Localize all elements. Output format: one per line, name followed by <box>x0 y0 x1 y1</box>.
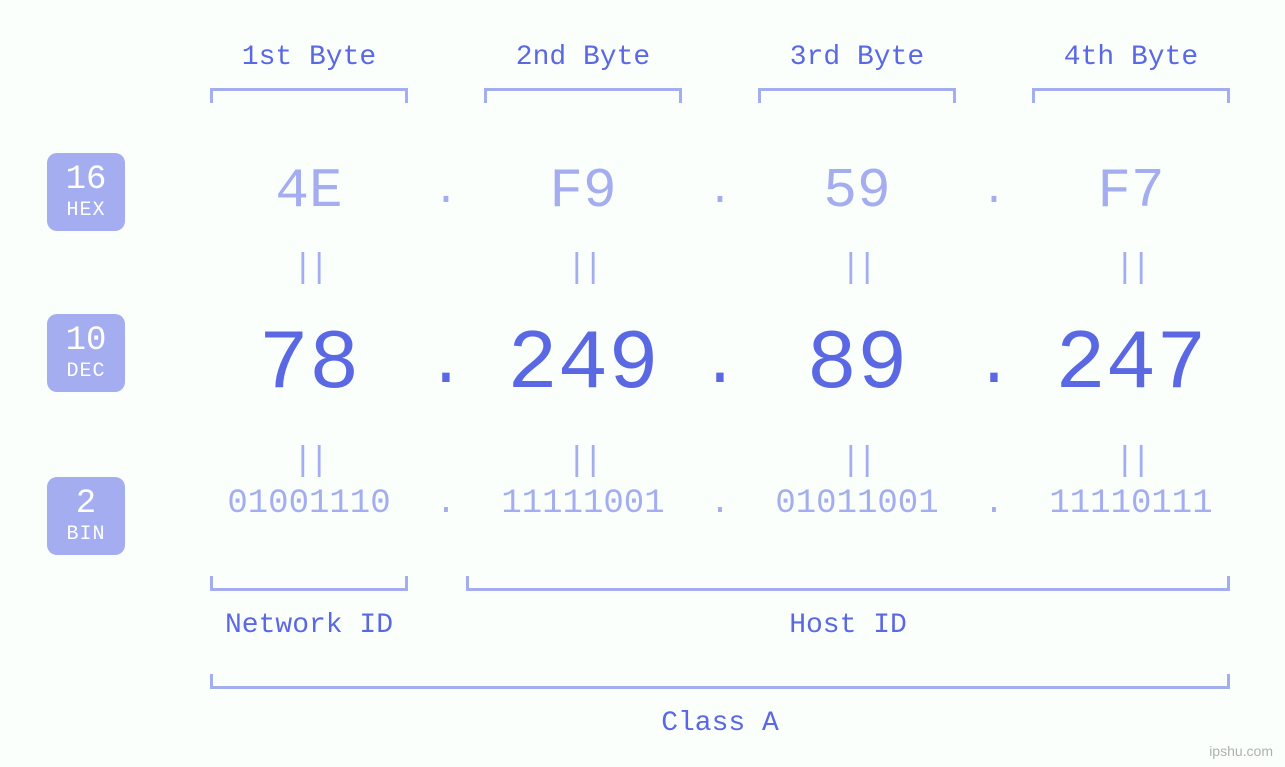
byte-bracket <box>210 88 408 103</box>
base-badge-hex: 16 HEX <box>47 153 125 231</box>
dec-byte: 78 <box>210 324 408 408</box>
base-number: 16 <box>47 162 125 199</box>
byte-header: 2nd Byte <box>484 42 682 73</box>
byte-header: 4th Byte <box>1032 42 1230 73</box>
base-badge-dec: 10 DEC <box>47 314 125 392</box>
separator-dot: . <box>956 170 1032 212</box>
separator-dot: . <box>408 334 484 398</box>
separator-dot: . <box>956 487 1032 521</box>
equals-icon: || <box>1032 250 1230 288</box>
bin-byte: 01001110 <box>210 487 408 521</box>
dec-byte: 247 <box>1032 324 1230 408</box>
network-id-label: Network ID <box>210 610 408 641</box>
bin-byte: 11110111 <box>1032 487 1230 521</box>
equals-icon: || <box>210 250 408 288</box>
base-name: HEX <box>47 200 125 222</box>
watermark: ipshu.com <box>1209 743 1273 759</box>
base-name: DEC <box>47 361 125 383</box>
host-id-label: Host ID <box>466 610 1230 641</box>
byte-bracket <box>1032 88 1230 103</box>
separator-dot: . <box>682 170 758 212</box>
separator-dot: . <box>682 487 758 521</box>
equals-icon: || <box>1032 443 1230 481</box>
host-id-bracket <box>466 576 1230 591</box>
bin-byte: 11111001 <box>484 487 682 521</box>
equals-icon: || <box>484 443 682 481</box>
dec-byte: 249 <box>484 324 682 408</box>
hex-byte: 4E <box>210 163 408 219</box>
dec-byte: 89 <box>758 324 956 408</box>
network-id-bracket <box>210 576 408 591</box>
equals-icon: || <box>210 443 408 481</box>
class-bracket <box>210 674 1230 689</box>
byte-bracket <box>484 88 682 103</box>
separator-dot: . <box>682 334 758 398</box>
hex-byte: F9 <box>484 163 682 219</box>
class-label: Class A <box>210 708 1230 739</box>
base-number: 10 <box>47 323 125 360</box>
bin-byte: 01011001 <box>758 487 956 521</box>
equals-icon: || <box>758 443 956 481</box>
hex-byte: F7 <box>1032 163 1230 219</box>
byte-header: 1st Byte <box>210 42 408 73</box>
hex-byte: 59 <box>758 163 956 219</box>
base-name: BIN <box>47 524 125 546</box>
separator-dot: . <box>408 487 484 521</box>
byte-header: 3rd Byte <box>758 42 956 73</box>
separator-dot: . <box>956 334 1032 398</box>
equals-icon: || <box>484 250 682 288</box>
byte-bracket <box>758 88 956 103</box>
equals-icon: || <box>758 250 956 288</box>
separator-dot: . <box>408 170 484 212</box>
base-badge-bin: 2 BIN <box>47 477 125 555</box>
base-number: 2 <box>47 486 125 523</box>
